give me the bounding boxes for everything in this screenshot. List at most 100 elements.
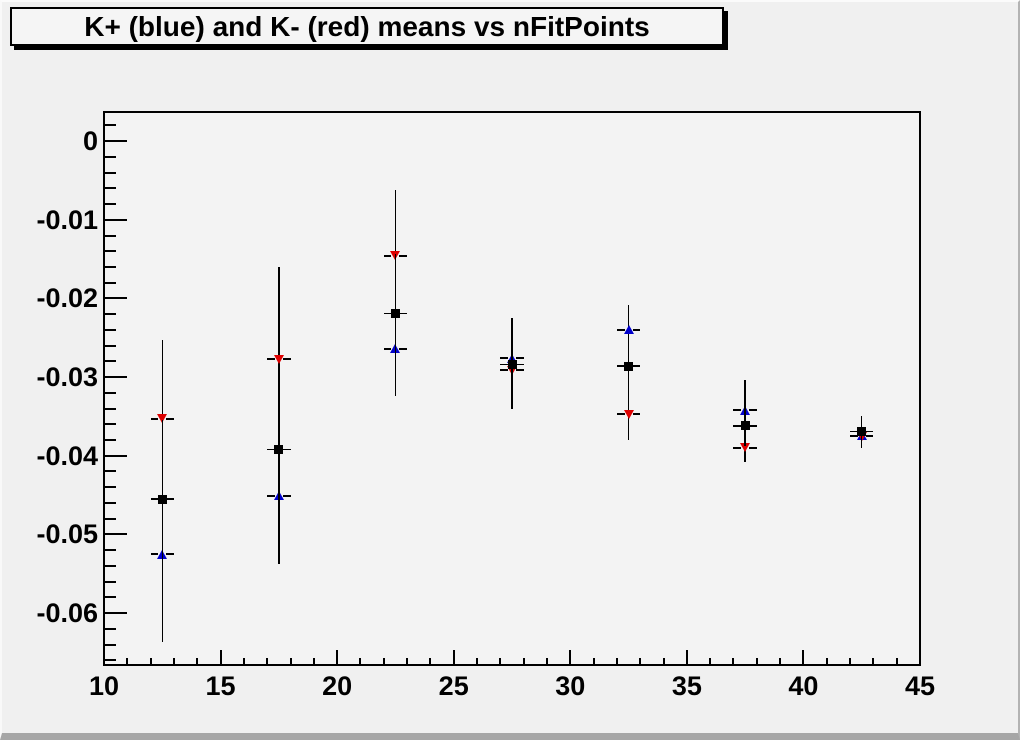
y-minor-tick <box>104 643 116 646</box>
error-bar-x-left <box>616 365 625 367</box>
error-bar-x-right <box>749 425 757 427</box>
error-bar-x-right <box>516 363 524 366</box>
x-minor-tick <box>126 658 129 665</box>
error-bar-x-right <box>282 358 291 360</box>
x-minor-tick <box>429 658 432 665</box>
x-tick-label: 20 <box>322 671 353 701</box>
error-bar-x-right <box>632 329 641 331</box>
y-tick-label: 0 <box>82 126 98 157</box>
marker-square <box>157 494 167 504</box>
y-minor-tick <box>104 265 116 268</box>
error-bar-x-right <box>516 357 524 359</box>
error-bar-x-left <box>500 357 508 359</box>
y-major-tick <box>104 140 127 143</box>
marker-triangle-up <box>623 325 634 335</box>
marker-triangle-down <box>273 354 284 364</box>
error-bar-x-left <box>150 498 159 500</box>
error-bar-x-right <box>399 312 408 315</box>
x-minor-tick <box>382 658 385 665</box>
y-minor-tick <box>104 234 116 237</box>
x-tick-label: 10 <box>88 671 120 701</box>
error-bar-x-right <box>282 495 291 497</box>
marker-square <box>274 444 284 454</box>
error-bar-x-left <box>850 435 858 437</box>
x-major-tick <box>336 650 339 665</box>
error-bar-x-left <box>383 255 392 257</box>
x-tick-label: 25 <box>438 671 469 701</box>
error-bar-x-left <box>733 425 742 427</box>
y-minor-tick <box>104 391 116 394</box>
y-minor-tick <box>104 580 116 583</box>
y-minor-tick <box>104 470 116 473</box>
x-minor-tick <box>242 658 245 665</box>
error-bar-x-right <box>632 365 641 367</box>
chart-title: K+ (blue) and K- (red) means vs nFitPoin… <box>84 10 650 42</box>
y-minor-tick <box>104 549 116 552</box>
y-minor-tick <box>104 155 116 158</box>
error-bar-x-right <box>749 409 757 411</box>
error-bar-x-left <box>267 358 275 360</box>
x-tick-label: 45 <box>904 671 936 701</box>
x-minor-tick <box>499 658 502 665</box>
error-bar-x-left <box>733 409 742 411</box>
y-minor-tick <box>104 203 116 206</box>
error-bar-x-right <box>865 435 874 437</box>
error-bar-x-right <box>282 448 291 451</box>
x-minor-tick <box>779 658 782 665</box>
x-minor-tick <box>732 658 735 665</box>
x-major-tick <box>685 650 688 665</box>
marker-triangle-down <box>157 414 168 424</box>
error-bar-x-right <box>632 413 641 415</box>
error-bar-x-left <box>850 434 858 437</box>
x-major-tick <box>919 650 921 665</box>
x-minor-tick <box>172 658 175 665</box>
y-minor-tick <box>104 124 116 127</box>
error-bar-x-right <box>166 498 174 500</box>
marker-triangle-down <box>623 409 634 419</box>
error-bar-x-right <box>516 369 524 371</box>
error-bar-x-left <box>150 418 159 420</box>
y-tick-label: -0.02 <box>36 283 98 314</box>
error-bar-x-left <box>500 363 508 366</box>
x-major-tick <box>569 650 572 665</box>
x-minor-tick <box>755 658 758 665</box>
x-minor-tick <box>476 658 479 665</box>
x-minor-tick <box>266 658 269 665</box>
error-bar-x-left <box>500 369 508 371</box>
y-minor-tick <box>104 407 116 410</box>
y-major-tick <box>104 297 127 300</box>
y-minor-tick <box>104 486 116 489</box>
x-major-tick <box>452 650 455 665</box>
marker-square <box>624 361 634 371</box>
y-tick-label: -0.03 <box>36 362 98 393</box>
y-minor-tick <box>104 328 116 331</box>
error-bar-x-left <box>616 329 625 331</box>
y-tick-label: -0.05 <box>36 519 98 550</box>
error-bar-x-left <box>150 553 159 555</box>
error-bar-x-right <box>166 553 174 555</box>
y-minor-tick <box>104 360 116 363</box>
y-minor-tick <box>104 313 116 316</box>
x-minor-tick <box>312 658 315 665</box>
error-bar-x-right <box>865 430 874 433</box>
y-minor-tick <box>104 596 116 599</box>
error-bar-x-left <box>383 312 392 315</box>
error-bar-x-left <box>383 348 392 350</box>
x-minor-tick <box>895 658 898 665</box>
error-bar-x-right <box>166 418 174 420</box>
x-minor-tick <box>849 658 852 665</box>
y-minor-tick <box>104 439 116 442</box>
x-minor-tick <box>196 658 199 665</box>
error-bar-x-left <box>267 448 275 451</box>
y-minor-tick <box>104 187 116 190</box>
error-bar-x-right <box>399 255 408 257</box>
y-minor-tick <box>104 627 116 630</box>
x-tick-label: 15 <box>205 671 236 701</box>
marker-square <box>390 308 400 318</box>
y-minor-tick <box>104 659 116 662</box>
x-minor-tick <box>872 658 875 665</box>
error-bar-x-left <box>267 495 275 497</box>
marker-square <box>857 426 867 436</box>
x-tick-label: 35 <box>671 671 702 701</box>
